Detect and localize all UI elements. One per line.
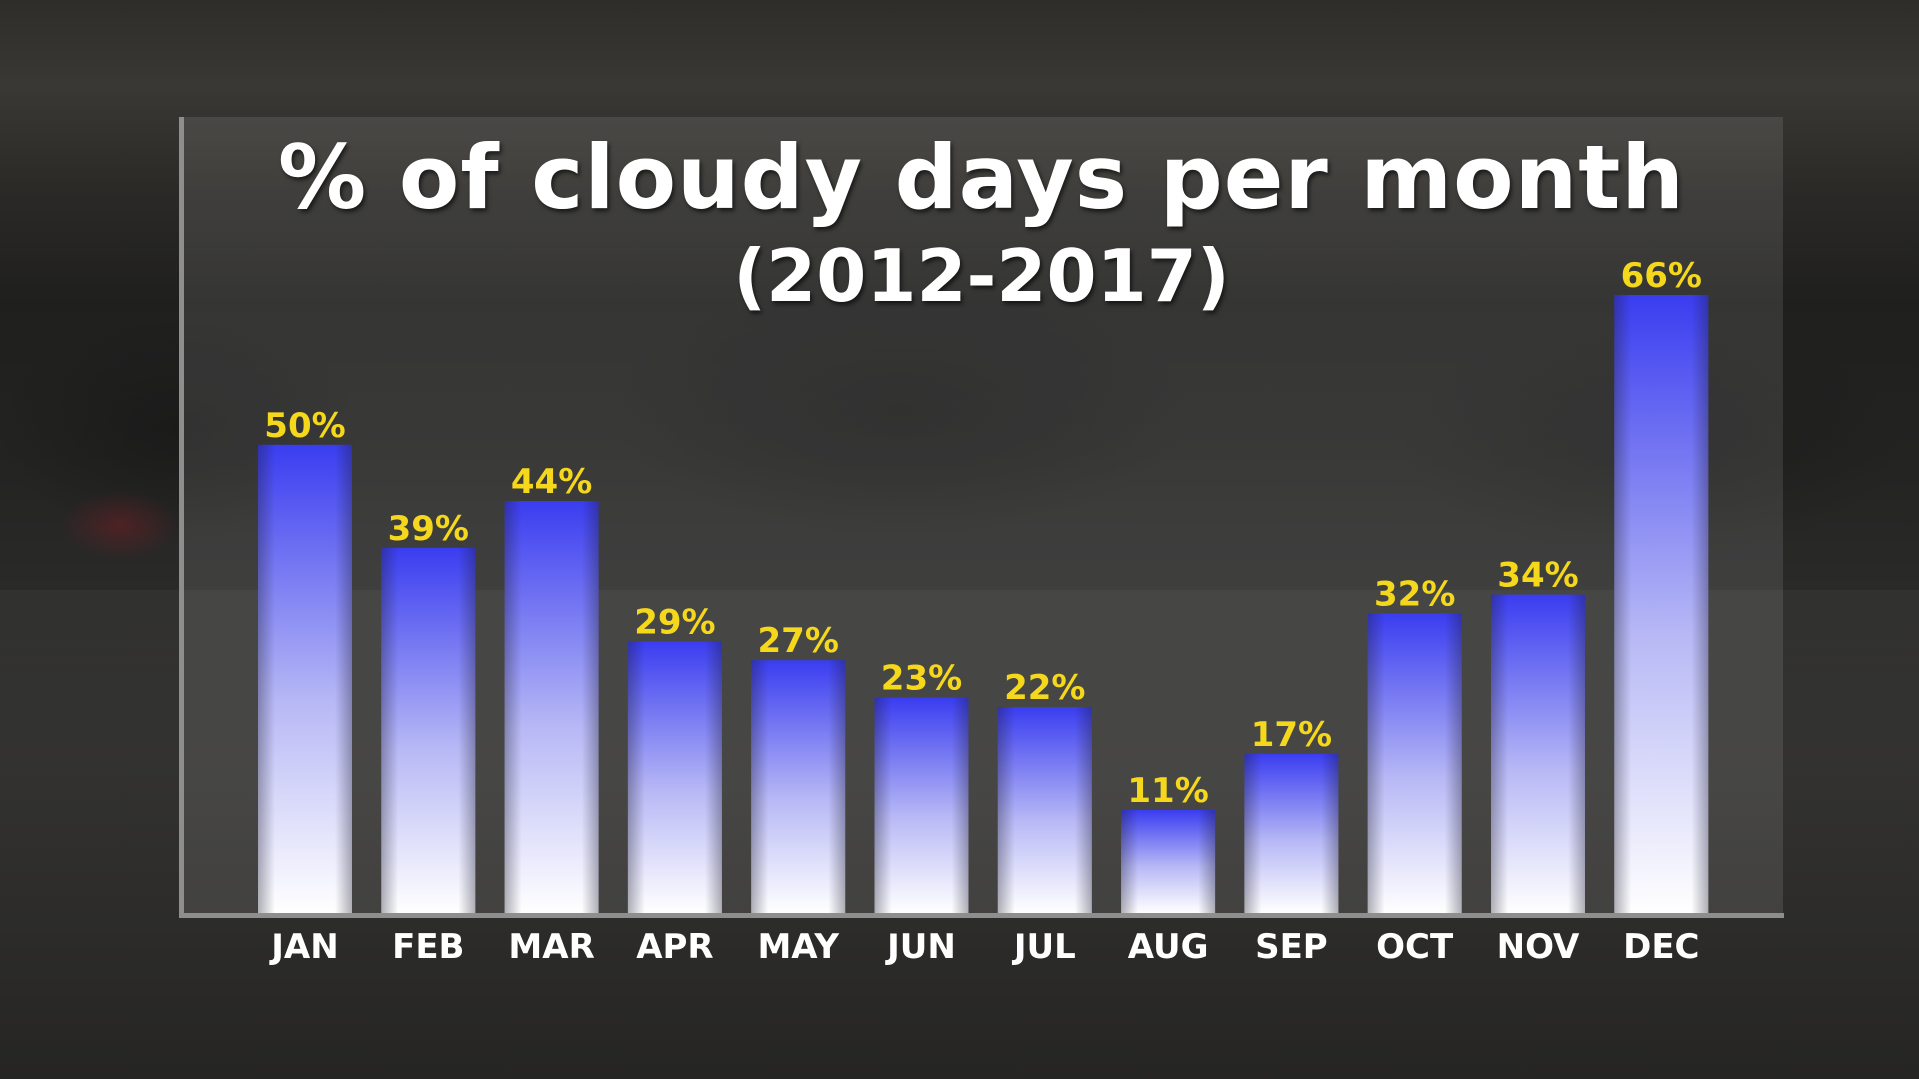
bar-shading-may: [751, 660, 846, 913]
bar-shading-dec: [1614, 295, 1709, 913]
bar-shading-jul: [997, 707, 1092, 913]
value-label-jan: 50%: [264, 406, 345, 446]
category-label-apr: APR: [636, 927, 713, 967]
value-label-may: 27%: [758, 621, 839, 661]
category-label-dec: DEC: [1623, 927, 1699, 967]
category-label-sep: SEP: [1255, 927, 1328, 967]
category-label-mar: MAR: [508, 927, 594, 967]
category-label-may: MAY: [757, 927, 839, 967]
value-labels-layer: 50% 39% 44% 29% 27% 23% 22% 11% 17% 32% 34% 66%: [264, 256, 1702, 811]
category-label-jul: JUL: [1012, 927, 1076, 967]
category-label-aug: AUG: [1128, 927, 1209, 967]
category-label-jun: JUN: [885, 927, 956, 967]
bar-shading-apr: [627, 641, 722, 913]
bar-shading-oct: [1367, 613, 1462, 913]
value-label-mar: 44%: [511, 462, 592, 502]
value-label-apr: 29%: [634, 602, 715, 642]
bar-shading-jan: [258, 444, 352, 913]
value-label-oct: 32%: [1374, 574, 1455, 614]
value-label-jul: 22%: [1004, 668, 1085, 708]
bar-shading-aug: [1121, 810, 1216, 913]
category-labels-layer: JAN FEB MAR APR MAY JUN JUL AUG SEP OCT NOV DEC: [269, 927, 1699, 967]
bar-shading-sep: [1244, 753, 1339, 913]
value-label-jun: 23%: [881, 659, 962, 699]
bar-shading-mar: [504, 501, 599, 913]
bar-shading-nov: [1491, 594, 1585, 913]
chart-subtitle: (2012-2017): [733, 234, 1230, 318]
value-label-aug: 11%: [1127, 771, 1208, 811]
value-label-nov: 34%: [1497, 556, 1578, 596]
chart-title: % of cloudy days per month: [278, 126, 1685, 229]
x-axis-line: [179, 913, 1784, 918]
background-red-shape: [60, 490, 180, 560]
value-label-sep: 17%: [1251, 715, 1332, 755]
category-label-jan: JAN: [269, 927, 338, 967]
bar-shading-jun: [874, 697, 969, 913]
value-label-dec: 66%: [1621, 256, 1702, 296]
value-label-feb: 39%: [388, 509, 469, 549]
y-axis-line: [179, 117, 184, 917]
bar-shading-feb: [381, 547, 476, 913]
category-label-oct: OCT: [1376, 927, 1454, 967]
category-label-nov: NOV: [1497, 927, 1580, 967]
bars-layer: [258, 295, 1709, 913]
category-label-feb: FEB: [392, 927, 464, 967]
